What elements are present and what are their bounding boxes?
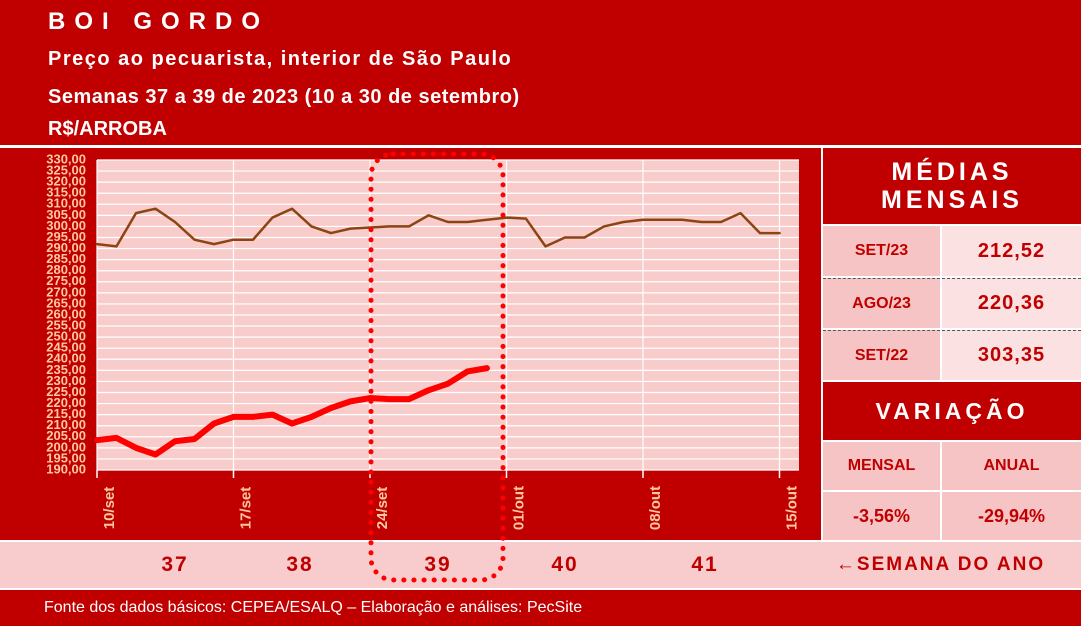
row-label: SET/22 [823,330,940,380]
y-tick-label: 320,00 [46,174,86,189]
y-tick-label: 285,00 [46,251,86,266]
week-number: 41 [691,553,719,576]
y-tick-label: 235,00 [46,362,86,377]
y-tick-label: 330,00 [46,151,86,166]
variation-value: -3,56% [823,492,940,540]
row-label: AGO/23 [823,278,940,328]
y-tick-label: 250,00 [46,329,86,344]
y-tick-label: 190,00 [46,461,86,476]
y-tick-label: 240,00 [46,351,86,366]
chart: 190,00195,00200,00205,00210,00215,00220,… [0,148,821,540]
y-tick-label: 310,00 [46,196,86,211]
y-tick-label: 200,00 [46,439,86,454]
week-number: 40 [551,553,579,576]
x-tick-label: 08/out [647,486,664,530]
row-value: 212,52 [942,226,1081,276]
y-tick-label: 215,00 [46,406,86,421]
y-tick-label: 220,00 [46,395,86,410]
y-tick-label: 195,00 [46,450,86,465]
week-number: 38 [286,553,314,576]
y-tick-label: 270,00 [46,284,86,299]
y-tick-label: 290,00 [46,240,86,255]
y-tick-label: 325,00 [46,163,86,178]
week-number: 37 [161,553,189,576]
subtitle: Preço ao pecuarista, interior de São Pau… [48,48,513,70]
y-tick-label: 265,00 [46,295,86,310]
x-tick-label: 17/set [237,487,254,530]
row-value: 303,35 [942,330,1081,380]
y-tick-label: 295,00 [46,229,86,244]
unit: R$/ARROBA [48,118,167,140]
y-tick-label: 245,00 [46,340,86,355]
y-tick-label: 315,00 [46,185,86,200]
y-tick-label: 210,00 [46,417,86,432]
footer: Fonte dos dados básicos: CEPEA/ESALQ – E… [0,590,1081,626]
period: Semanas 37 a 39 de 2023 (10 a 30 de sete… [48,86,520,108]
week-axis-label: ←SEMANA DO ANO [835,554,1046,575]
variation-value: -29,94% [942,492,1081,540]
panel-title: MÉDIAS MENSAIS [823,148,1081,224]
y-tick-label: 225,00 [46,384,86,399]
x-tick-label: 01/out [510,486,527,530]
title: BOI GORDO [48,8,270,35]
y-tick-label: 255,00 [46,318,86,333]
x-tick-label: 10/set [101,487,118,530]
y-tick-label: 230,00 [46,373,86,388]
header: BOI GORDO Preço ao pecuarista, interior … [0,0,1081,145]
y-tick-label: 260,00 [46,306,86,321]
weeks-row: 37 38 39 40 41 ←SEMANA DO ANO [0,542,1081,588]
variation-header: MENSAL [823,442,940,490]
y-tick-label: 275,00 [46,273,86,288]
side-panel: MÉDIAS MENSAIS SET/23 212,52 AGO/23 220,… [823,148,1081,540]
y-tick-label: 305,00 [46,207,86,222]
week-number: 39 [424,553,452,576]
y-tick-label: 205,00 [46,428,86,443]
variation-header: ANUAL [942,442,1081,490]
variation-title: VARIAÇÃO [823,382,1081,440]
x-tick-label: 24/set [374,487,391,530]
x-tick-label: 15/out [783,486,800,530]
y-tick-label: 300,00 [46,218,86,233]
y-tick-label: 280,00 [46,262,86,277]
row-label: SET/23 [823,226,940,276]
row-value: 220,36 [942,278,1081,328]
